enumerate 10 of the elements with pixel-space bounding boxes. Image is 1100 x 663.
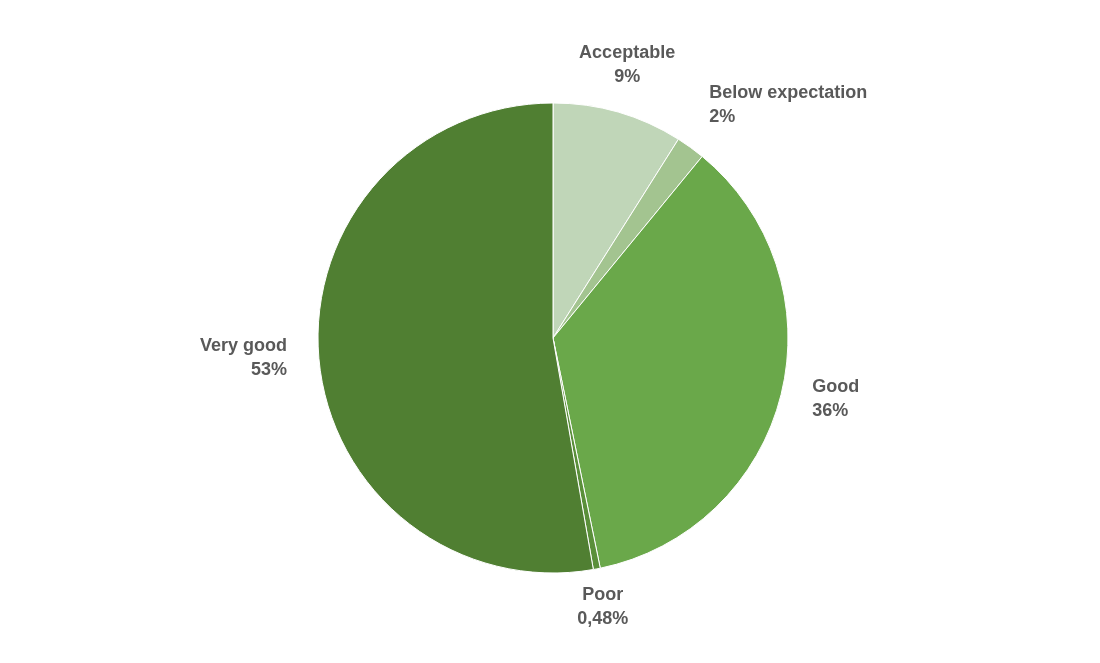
slice-label: Poor <box>582 584 624 605</box>
slice-label: Good <box>812 376 860 397</box>
data-label: 0,48% <box>577 608 629 629</box>
data-label: 2% <box>709 105 736 126</box>
data-label: 53% <box>250 359 287 380</box>
data-label: 9% <box>614 65 641 86</box>
slice-label: Acceptable <box>579 41 676 62</box>
data-label: 36% <box>812 400 849 421</box>
slice-label: Very good <box>199 335 287 356</box>
slice-label: Below expectation <box>709 81 868 102</box>
